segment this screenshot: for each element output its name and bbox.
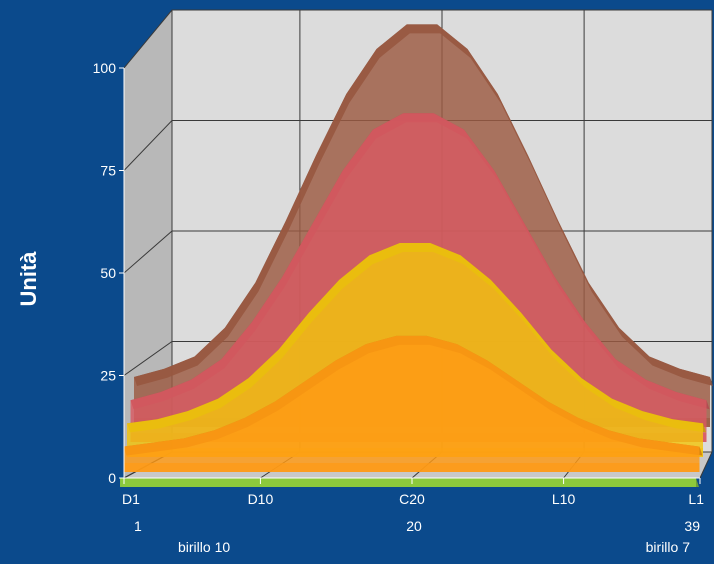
y-tick-label: 100 bbox=[93, 60, 117, 76]
axes-layer: 0 25 50 75 100 D1 D10 C20 L10 L1 1 20 39 birillo 10 bi… bbox=[93, 60, 705, 555]
series-base bbox=[120, 478, 696, 487]
x-sub-label: 39 bbox=[684, 518, 700, 534]
x-tick-label: L10 bbox=[552, 491, 576, 507]
x-sub-label: 1 bbox=[134, 518, 142, 534]
y-axis-title: Unità bbox=[16, 251, 41, 307]
series-5 bbox=[120, 478, 699, 487]
y-tick-label: 0 bbox=[108, 470, 116, 486]
y-tick-label: 50 bbox=[100, 265, 116, 281]
series-layer bbox=[120, 24, 713, 487]
x-tick-label: L1 bbox=[688, 491, 704, 507]
series-area bbox=[123, 335, 700, 463]
y-tick-label: 75 bbox=[100, 163, 116, 179]
series-base bbox=[123, 463, 700, 472]
x-corner-label: birillo 7 bbox=[646, 539, 691, 555]
x-tick-label: D1 bbox=[122, 491, 140, 507]
series-4 bbox=[123, 335, 703, 472]
side-wall bbox=[124, 10, 172, 478]
y-tick-label: 25 bbox=[100, 368, 116, 384]
x-corner-label: birillo 10 bbox=[178, 539, 230, 555]
x-tick-label: D10 bbox=[248, 491, 274, 507]
gridline-floor bbox=[699, 451, 713, 479]
x-sub-label: 20 bbox=[406, 518, 422, 534]
x-tick-label: C20 bbox=[399, 491, 425, 507]
